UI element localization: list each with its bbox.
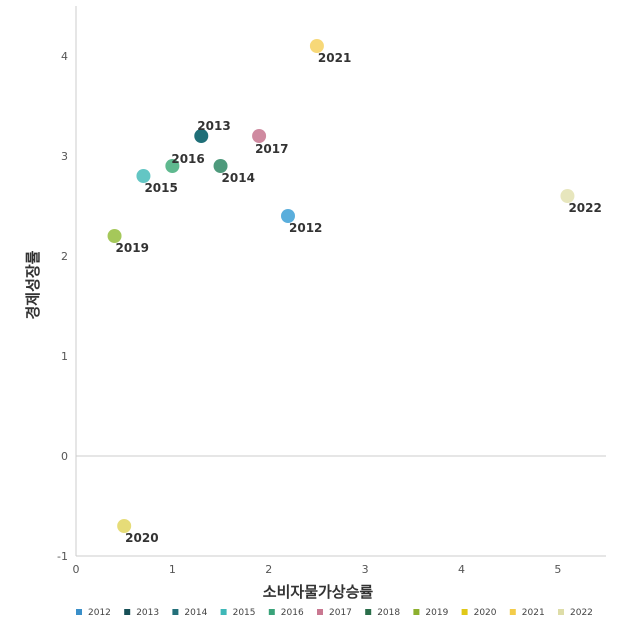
legend-swatch-2022 xyxy=(558,609,564,615)
x-tick-label: 0 xyxy=(73,563,80,576)
y-axis-title: 경제성장률 xyxy=(24,250,42,319)
point-label-2014: 2014 xyxy=(222,171,255,185)
legend-swatch-2017 xyxy=(317,609,323,615)
point-label-2019: 2019 xyxy=(116,241,149,255)
point-2012 xyxy=(281,209,295,223)
point-label-2016: 2016 xyxy=(171,152,204,166)
legend-label-2018: 2018 xyxy=(377,608,400,618)
y-tick-label: 1 xyxy=(61,350,68,363)
point-label-2021: 2021 xyxy=(318,51,351,65)
point-2022 xyxy=(560,189,575,203)
data-points: 2012 2013 2014 2015 2016 2017 2019 2020 2021 2022 xyxy=(107,39,602,545)
legend-label-2013: 2013 xyxy=(136,608,159,618)
legend-label-2022: 2022 xyxy=(570,608,593,618)
point-2014 xyxy=(213,159,228,173)
x-axis-title: 소비자물가상승률 xyxy=(263,583,374,601)
legend-swatch-2015 xyxy=(220,609,227,615)
legend-swatch-2020 xyxy=(461,609,468,615)
point-label-2022: 2022 xyxy=(568,201,601,215)
x-tick-label: 3 xyxy=(362,563,369,576)
y-tick-label: 2 xyxy=(61,250,68,263)
point-label-2015: 2015 xyxy=(144,181,177,195)
legend-swatch-2019 xyxy=(413,609,420,615)
y-axis-ticks: -1 0 1 2 3 4 xyxy=(57,50,68,563)
legend-swatch-2014 xyxy=(172,609,179,615)
legend-label-2019: 2019 xyxy=(425,608,448,618)
legend-label-2016: 2016 xyxy=(281,608,304,618)
x-tick-label: 5 xyxy=(554,563,561,576)
point-2013 xyxy=(194,129,209,143)
legend-swatch-2018 xyxy=(365,609,372,615)
legend-label-2017: 2017 xyxy=(329,608,352,618)
point-2016 xyxy=(165,159,180,173)
legend-label-2014: 2014 xyxy=(184,608,207,618)
legend: 2012 2013 2014 2015 2016 2017 2018 2019 2020 2021… xyxy=(76,608,593,618)
y-tick-label: 4 xyxy=(61,50,68,63)
x-axis-ticks: 0 1 2 3 4 5 xyxy=(73,563,562,576)
point-2017 xyxy=(252,129,267,143)
legend-label-2015: 2015 xyxy=(233,608,256,618)
point-2015 xyxy=(136,169,151,183)
point-2020 xyxy=(117,519,132,533)
y-tick-label: -1 xyxy=(57,550,68,563)
legend-swatch-2016 xyxy=(268,609,275,615)
y-tick-label: 3 xyxy=(61,150,68,163)
point-2019 xyxy=(107,229,122,243)
point-label-2012: 2012 xyxy=(289,221,322,235)
legend-label-2012: 2012 xyxy=(88,608,111,618)
axes xyxy=(75,6,606,557)
x-tick-label: 1 xyxy=(169,563,176,576)
legend-label-2021: 2021 xyxy=(522,608,545,618)
point-2021 xyxy=(309,39,324,53)
legend-swatch-2021 xyxy=(509,609,516,615)
point-label-2017: 2017 xyxy=(255,142,288,156)
x-tick-label: 4 xyxy=(458,563,465,576)
point-label-2020: 2020 xyxy=(125,531,158,545)
legend-swatch-2012 xyxy=(76,609,82,615)
x-tick-label: 2 xyxy=(265,563,272,576)
legend-swatch-2013 xyxy=(124,609,131,615)
y-tick-label: 0 xyxy=(61,450,68,463)
point-label-2013: 2013 xyxy=(197,119,230,133)
legend-label-2020: 2020 xyxy=(474,608,497,618)
